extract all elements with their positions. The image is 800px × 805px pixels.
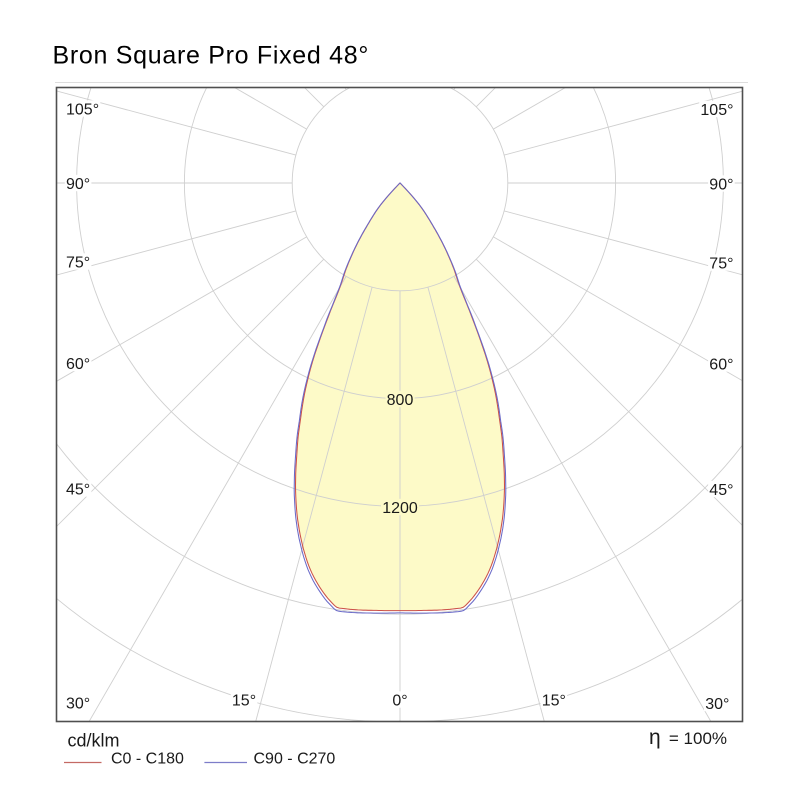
svg-text:cd/klm: cd/klm	[68, 730, 120, 750]
svg-text:60°: 60°	[709, 356, 733, 373]
svg-text:30°: 30°	[66, 695, 90, 712]
svg-text:60°: 60°	[66, 356, 90, 373]
svg-text:15°: 15°	[542, 692, 566, 709]
svg-text:η = 100%: η = 100%	[649, 726, 727, 749]
svg-text:15°: 15°	[232, 692, 256, 709]
svg-text:105°: 105°	[66, 101, 99, 118]
svg-text:0°: 0°	[392, 692, 407, 709]
svg-text:105°: 105°	[700, 102, 733, 119]
svg-text:30°: 30°	[705, 696, 729, 713]
svg-text:45°: 45°	[709, 482, 733, 499]
svg-text:45°: 45°	[66, 481, 90, 498]
svg-text:Bron Square Pro Fixed 48°: Bron Square Pro Fixed 48°	[53, 42, 370, 70]
svg-text:75°: 75°	[709, 255, 733, 272]
svg-text:90°: 90°	[709, 176, 733, 193]
svg-text:75°: 75°	[66, 254, 90, 271]
svg-text:90°: 90°	[66, 176, 90, 193]
svg-text:800: 800	[387, 392, 414, 409]
svg-text:C0 - C180: C0 - C180	[111, 751, 184, 768]
svg-text:C90 - C270: C90 - C270	[254, 751, 336, 768]
svg-text:1200: 1200	[382, 500, 418, 517]
